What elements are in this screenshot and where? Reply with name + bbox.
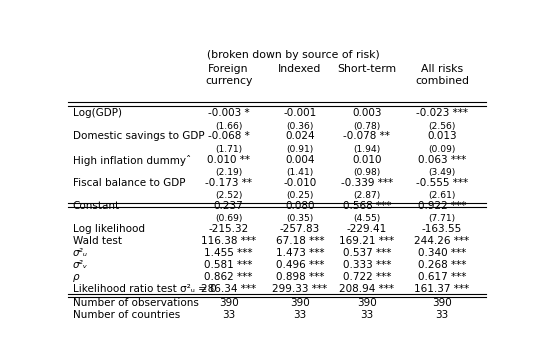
Text: 0.080: 0.080 bbox=[285, 201, 314, 211]
Text: (1.94): (1.94) bbox=[353, 145, 380, 154]
Text: 208.94 ***: 208.94 *** bbox=[339, 284, 394, 294]
Text: (1.41): (1.41) bbox=[286, 168, 313, 177]
Text: (0.78): (0.78) bbox=[353, 122, 380, 131]
Text: 116.38 ***: 116.38 *** bbox=[201, 236, 256, 246]
Text: 390: 390 bbox=[432, 298, 452, 308]
Text: -0.068 *: -0.068 * bbox=[208, 131, 249, 141]
Text: 0.010: 0.010 bbox=[352, 154, 381, 165]
Text: 0.237: 0.237 bbox=[214, 201, 244, 211]
Text: Constant: Constant bbox=[72, 201, 120, 211]
Text: 0.268 ***: 0.268 *** bbox=[418, 260, 466, 270]
Text: 390: 390 bbox=[357, 298, 376, 308]
Text: Short-term: Short-term bbox=[337, 64, 396, 74]
Text: 0.003: 0.003 bbox=[352, 108, 381, 118]
Text: -0.010: -0.010 bbox=[283, 178, 316, 188]
Text: 33: 33 bbox=[435, 310, 449, 320]
Text: (2.61): (2.61) bbox=[428, 191, 456, 200]
Text: -257.83: -257.83 bbox=[280, 224, 320, 234]
Text: (2.19): (2.19) bbox=[215, 168, 242, 177]
Text: -0.023 ***: -0.023 *** bbox=[416, 108, 468, 118]
Text: 0.013: 0.013 bbox=[427, 131, 457, 141]
Text: 390: 390 bbox=[290, 298, 309, 308]
Text: -0.003 *: -0.003 * bbox=[208, 108, 249, 118]
Text: (broken down by source of risk): (broken down by source of risk) bbox=[207, 50, 380, 60]
Text: -0.555 ***: -0.555 *** bbox=[416, 178, 468, 188]
Text: 0.581 ***: 0.581 *** bbox=[205, 260, 253, 270]
Text: (2.56): (2.56) bbox=[428, 122, 456, 131]
Text: High inflation dummyˆ: High inflation dummyˆ bbox=[72, 154, 191, 166]
Text: Number of observations: Number of observations bbox=[72, 298, 198, 308]
Text: Number of countries: Number of countries bbox=[72, 310, 180, 320]
Text: (0.69): (0.69) bbox=[215, 214, 242, 223]
Text: Domestic savings to GDP: Domestic savings to GDP bbox=[72, 131, 204, 141]
Text: -0.173 **: -0.173 ** bbox=[205, 178, 252, 188]
Text: 33: 33 bbox=[293, 310, 306, 320]
Text: 169.21 ***: 169.21 *** bbox=[339, 236, 394, 246]
Text: -0.339 ***: -0.339 *** bbox=[341, 178, 393, 188]
Text: Indexed: Indexed bbox=[278, 64, 321, 74]
Text: 0.010 **: 0.010 ** bbox=[207, 154, 250, 165]
Text: Log(GDP): Log(GDP) bbox=[72, 108, 122, 118]
Text: Fiscal balance to GDP: Fiscal balance to GDP bbox=[72, 178, 185, 188]
Text: 0.537 ***: 0.537 *** bbox=[342, 248, 391, 258]
Text: 0.722 ***: 0.722 *** bbox=[342, 272, 391, 282]
Text: ρ: ρ bbox=[72, 272, 79, 282]
Text: (0.36): (0.36) bbox=[286, 122, 313, 131]
Text: 1.455 ***: 1.455 *** bbox=[204, 248, 253, 258]
Text: (1.66): (1.66) bbox=[215, 122, 242, 131]
Text: (7.71): (7.71) bbox=[429, 214, 456, 223]
Text: 0.340 ***: 0.340 *** bbox=[418, 248, 466, 258]
Text: 161.37 ***: 161.37 *** bbox=[415, 284, 470, 294]
Text: 0.063 ***: 0.063 *** bbox=[418, 154, 466, 165]
Text: 0.898 ***: 0.898 *** bbox=[275, 272, 324, 282]
Text: 286.34 ***: 286.34 *** bbox=[201, 284, 256, 294]
Text: 0.862 ***: 0.862 *** bbox=[205, 272, 253, 282]
Text: Wald test: Wald test bbox=[72, 236, 122, 246]
Text: (1.71): (1.71) bbox=[215, 145, 242, 154]
Text: 67.18 ***: 67.18 *** bbox=[275, 236, 324, 246]
Text: -163.55: -163.55 bbox=[422, 224, 462, 234]
Text: Log likelihood: Log likelihood bbox=[72, 224, 145, 234]
Text: 0.922 ***: 0.922 *** bbox=[418, 201, 466, 211]
Text: -229.41: -229.41 bbox=[347, 224, 387, 234]
Text: σ²ᵥ: σ²ᵥ bbox=[72, 260, 87, 270]
Text: (3.49): (3.49) bbox=[428, 168, 456, 177]
Text: 0.004: 0.004 bbox=[285, 154, 314, 165]
Text: (0.98): (0.98) bbox=[353, 168, 380, 177]
Text: All risks
combined: All risks combined bbox=[415, 64, 469, 86]
Text: (0.09): (0.09) bbox=[428, 145, 456, 154]
Text: 1.473 ***: 1.473 *** bbox=[275, 248, 324, 258]
Text: 244.26 ***: 244.26 *** bbox=[415, 236, 470, 246]
Text: 0.568 ***: 0.568 *** bbox=[342, 201, 391, 211]
Text: 33: 33 bbox=[360, 310, 373, 320]
Text: (2.52): (2.52) bbox=[215, 191, 242, 200]
Text: σ²ᵤ: σ²ᵤ bbox=[72, 248, 87, 258]
Text: 0.024: 0.024 bbox=[285, 131, 315, 141]
Text: Likelihood ratio test σ²ᵤ = 0: Likelihood ratio test σ²ᵤ = 0 bbox=[72, 284, 216, 294]
Text: -0.078 **: -0.078 ** bbox=[343, 131, 390, 141]
Text: 0.333 ***: 0.333 *** bbox=[342, 260, 391, 270]
Text: 299.33 ***: 299.33 *** bbox=[272, 284, 327, 294]
Text: 390: 390 bbox=[219, 298, 239, 308]
Text: -215.32: -215.32 bbox=[208, 224, 249, 234]
Text: (0.91): (0.91) bbox=[286, 145, 313, 154]
Text: 0.496 ***: 0.496 *** bbox=[275, 260, 324, 270]
Text: 0.617 ***: 0.617 *** bbox=[418, 272, 466, 282]
Text: (0.25): (0.25) bbox=[286, 191, 313, 200]
Text: Foreign
currency: Foreign currency bbox=[205, 64, 252, 86]
Text: (0.35): (0.35) bbox=[286, 214, 313, 223]
Text: -0.001: -0.001 bbox=[283, 108, 316, 118]
Text: (2.87): (2.87) bbox=[353, 191, 380, 200]
Text: (4.55): (4.55) bbox=[353, 214, 380, 223]
Text: 33: 33 bbox=[222, 310, 235, 320]
